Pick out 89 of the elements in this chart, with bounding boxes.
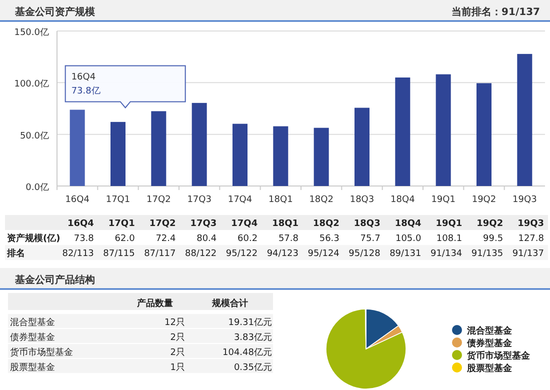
- x-tick-label: 19Q1: [431, 195, 456, 205]
- bar: [314, 128, 329, 186]
- x-tick-label: 17Q4: [228, 195, 252, 205]
- category-label: 18Q1: [272, 219, 298, 229]
- text: 95/124: [308, 249, 340, 259]
- x-tick-label: 17Q1: [106, 195, 130, 205]
- text: 1只: [170, 362, 185, 373]
- y-tick-label: 0.0亿: [26, 182, 49, 193]
- bar: [517, 54, 532, 186]
- legend-label: 债券型基金: [466, 338, 513, 349]
- category-label: 19Q2: [476, 219, 504, 229]
- bar: [151, 111, 166, 186]
- data-label: 127.8: [518, 234, 544, 244]
- text: 95/128: [348, 249, 381, 259]
- text: 87/115: [103, 249, 135, 259]
- data-label: 108.1: [436, 234, 462, 244]
- text: 债券型基金: [10, 332, 55, 343]
- chart-subtitle: 当前排名：91/137: [452, 6, 540, 18]
- x-tick-label: 19Q2: [472, 195, 496, 205]
- y-tick-label: 150.0亿: [14, 27, 49, 38]
- data-label: 56.3: [319, 234, 340, 244]
- text: 95/122: [226, 249, 258, 259]
- pie-slice: [326, 308, 406, 390]
- text: 股票型基金: [10, 362, 55, 373]
- x-tick-label: 17Q2: [146, 195, 171, 205]
- text: 资产规模(亿): [7, 233, 60, 244]
- category-label: 17Q4: [231, 219, 258, 229]
- category-label: 18Q4: [394, 219, 422, 229]
- data-label: 80.4: [196, 234, 217, 244]
- text: 104.48亿元: [222, 347, 272, 358]
- data-label: 72.4: [156, 234, 176, 244]
- data-label: 62.0: [114, 234, 136, 244]
- text: 91/134: [430, 249, 462, 259]
- category-label: 17Q3: [190, 219, 217, 229]
- x-tick-label: 18Q3: [350, 195, 374, 205]
- data-label: 57.8: [278, 234, 299, 244]
- text: 82/113: [62, 249, 94, 259]
- x-tick-label: 16Q4: [65, 195, 90, 205]
- bar: [192, 102, 207, 186]
- x-tick-label: 19Q3: [512, 195, 537, 205]
- bar: [354, 108, 370, 186]
- bar: [70, 110, 85, 186]
- category-label: 18Q3: [354, 219, 380, 229]
- text: 87/117: [144, 249, 176, 259]
- y-tick-label: 100.0亿: [14, 78, 49, 90]
- text: 2只: [170, 332, 185, 343]
- x-tick-label: 17Q3: [187, 195, 212, 205]
- bar: [436, 74, 451, 186]
- text: 89/131: [390, 249, 422, 259]
- text: 91/135: [471, 249, 504, 259]
- text: 88/122: [184, 249, 217, 259]
- category-label: 18Q2: [312, 219, 340, 229]
- text: 规模合计: [211, 298, 248, 309]
- legend-label: 股票型基金: [466, 363, 513, 374]
- bar: [110, 122, 126, 186]
- text: 0.35亿元: [234, 362, 272, 373]
- category-label: 17Q1: [108, 219, 135, 229]
- bar: [273, 126, 288, 186]
- text: 混合型基金: [10, 317, 55, 328]
- text: 基金公司产品结构: [14, 274, 95, 286]
- category-label: 17Q2: [149, 219, 176, 229]
- bar: [232, 124, 248, 186]
- x-tick-label: 18Q1: [268, 195, 293, 205]
- y-tick-label: 50.0亿: [20, 130, 49, 142]
- x-tick-label: 18Q2: [309, 195, 334, 205]
- category-label: 19Q1: [436, 219, 462, 229]
- text: 产品数量: [136, 298, 173, 309]
- bar: [395, 78, 410, 186]
- text: 91/137: [512, 249, 544, 259]
- x-tick-label: 18Q4: [390, 195, 416, 205]
- category-label: 19Q3: [518, 219, 544, 229]
- annotation: 16Q4 73.8亿: [71, 72, 100, 97]
- data-label: 60.2: [238, 234, 258, 244]
- text: 2只: [170, 347, 185, 358]
- text: 12只: [164, 317, 185, 328]
- bar: [476, 83, 492, 186]
- legend-label: 货币市场型基金: [466, 350, 531, 362]
- text: 94/123: [266, 249, 298, 259]
- text: 3.83亿元: [234, 332, 272, 343]
- data-label: 105.0: [395, 234, 422, 244]
- text: 货币市场型基金: [10, 347, 73, 358]
- data-label: 99.5: [483, 234, 504, 244]
- legend-label: 混合型基金: [466, 326, 513, 336]
- data-label: 73.8: [74, 234, 94, 244]
- text: 19.31亿元: [228, 317, 272, 328]
- category-label: 16Q4: [67, 219, 94, 229]
- chart-title: 基金公司资产规模: [14, 6, 96, 18]
- text: 排名: [6, 248, 25, 259]
- data-label: 75.7: [360, 234, 380, 244]
